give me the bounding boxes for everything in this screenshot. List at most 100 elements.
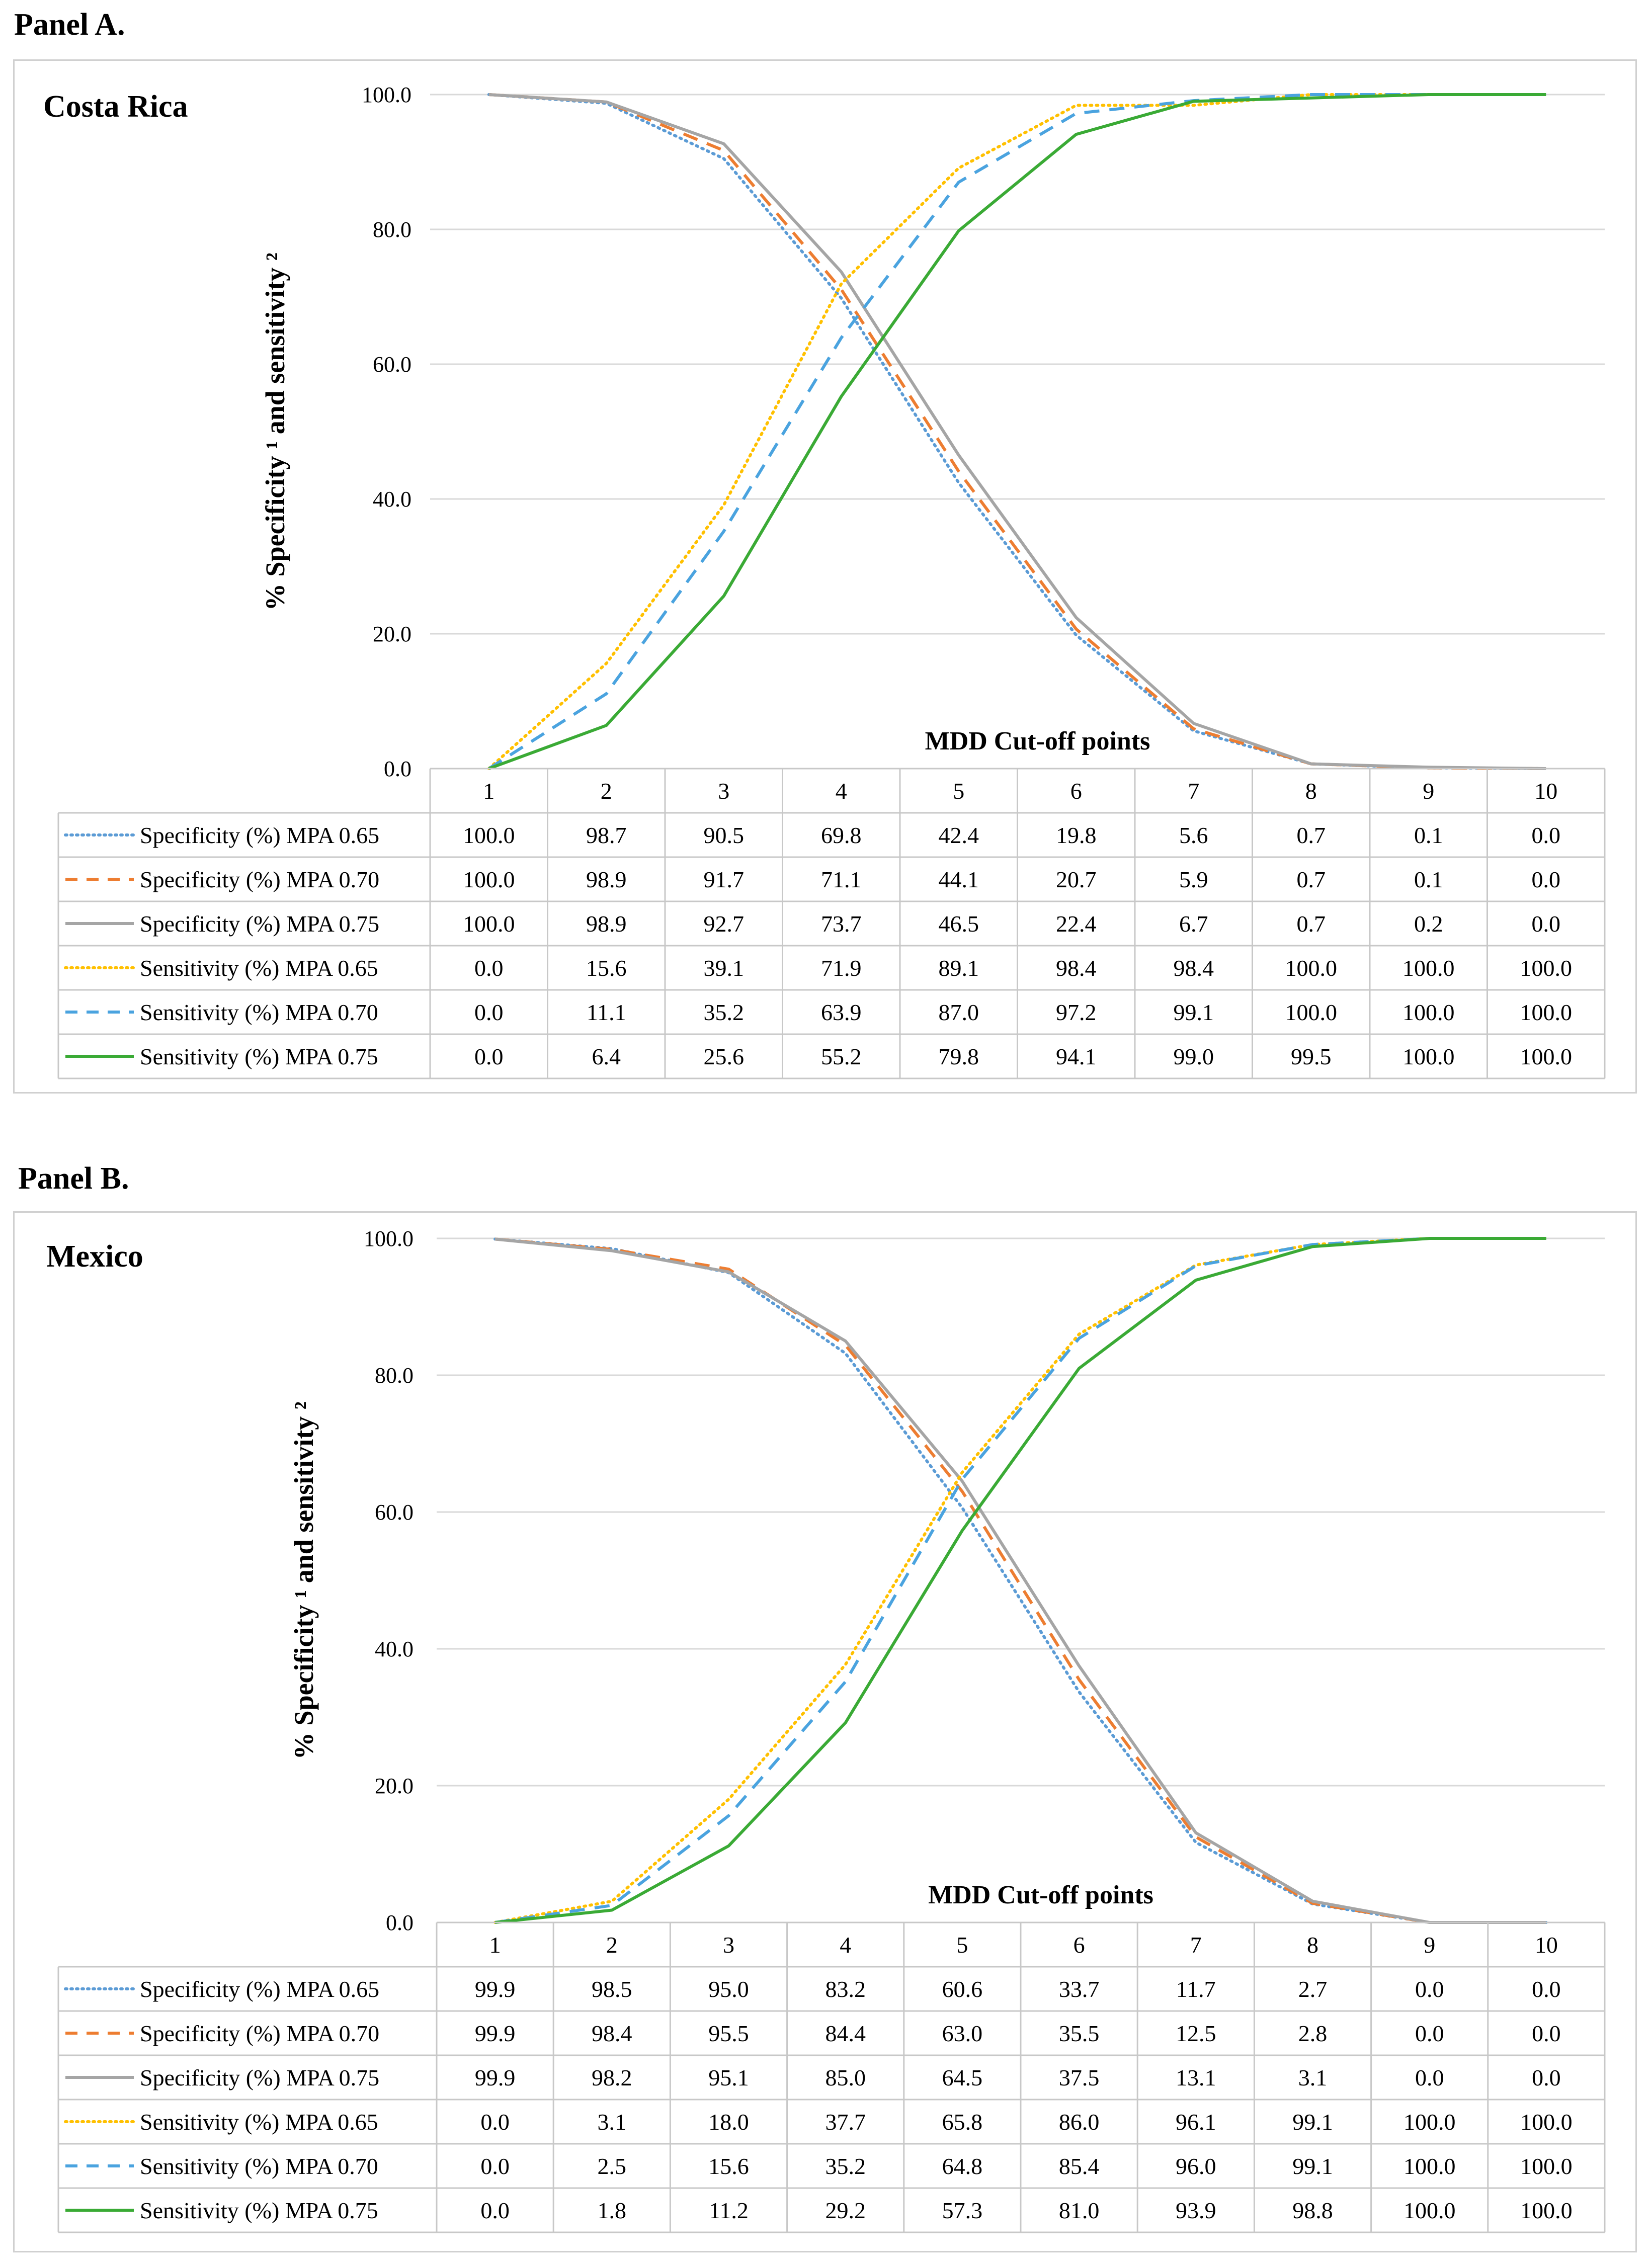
y-axis-title: % Specificity ¹ and sensitivity ²	[289, 1401, 319, 1760]
data-label: 12.5	[1176, 2021, 1216, 2046]
data-label: 98.2	[592, 2065, 632, 2090]
data-label: 20.7	[1056, 867, 1097, 892]
data-label: 85.0	[825, 2065, 866, 2090]
data-label: 19.8	[1056, 822, 1097, 848]
data-label: 98.5	[592, 1976, 632, 2002]
data-label: 5.6	[1179, 822, 1208, 848]
series-line-3	[494, 1237, 1546, 1924]
x-tick-label: 7	[1190, 1932, 1202, 1958]
x-tick-label: 8	[1307, 1932, 1318, 1958]
panel-a-frame	[13, 59, 1637, 1094]
data-label: 0.0	[1532, 2065, 1561, 2090]
data-label: 100.0	[463, 822, 515, 848]
data-label: 0.1	[1414, 822, 1443, 848]
data-label: 2.8	[1298, 2021, 1328, 2046]
data-label: 15.6	[586, 955, 627, 981]
data-label: 64.8	[942, 2153, 983, 2179]
data-label: 99.1	[1292, 2153, 1333, 2179]
data-label: 18.0	[708, 2109, 749, 2135]
data-label: 0.0	[474, 999, 504, 1025]
data-label: 100.0	[463, 911, 515, 937]
data-label: 83.2	[825, 1976, 866, 2002]
data-label: 0.0	[480, 2198, 510, 2223]
data-label: 100.0	[1520, 2198, 1573, 2223]
y-tick-label: 20.0	[373, 622, 411, 646]
y-tick-label: 100.0	[364, 1226, 414, 1251]
data-label: 0.0	[1415, 1976, 1444, 2002]
data-label: 95.1	[708, 2065, 749, 2090]
chart-title: Mexico	[46, 1239, 143, 1274]
legend-label: Specificity (%) MPA 0.65	[140, 822, 379, 848]
data-label: 6.4	[592, 1044, 621, 1069]
data-label: 0.0	[1532, 911, 1561, 937]
panel-b-label: Panel B.	[18, 1161, 129, 1196]
x-tick-label: 7	[1188, 778, 1199, 804]
legend-label: Specificity (%) MPA 0.75	[140, 2065, 379, 2090]
y-tick-label: 60.0	[373, 352, 411, 377]
data-label: 93.9	[1176, 2198, 1216, 2223]
y-tick-label: 100.0	[362, 82, 411, 107]
data-label: 6.7	[1179, 911, 1208, 937]
series-line-4	[493, 1237, 1548, 1924]
y-tick-label: 40.0	[375, 1637, 414, 1661]
data-label: 3.1	[1298, 2065, 1328, 2090]
x-tick-label: 2	[606, 1932, 618, 1958]
y-tick-label: 20.0	[375, 1774, 414, 1798]
legend-label: Sensitivity (%) MPA 0.70	[140, 999, 378, 1025]
legend-label: Specificity (%) MPA 0.70	[140, 2021, 379, 2046]
data-label: 100.0	[1403, 2153, 1456, 2179]
legend-label: Specificity (%) MPA 0.70	[140, 867, 379, 892]
chart-title: Costa Rica	[43, 90, 188, 124]
data-label: 0.0	[1532, 1976, 1561, 2002]
data-label: 11.2	[709, 2198, 749, 2223]
data-label: 13.1	[1176, 2065, 1216, 2090]
data-label: 71.9	[821, 955, 862, 981]
data-label: 0.0	[1532, 2021, 1561, 2046]
x-tick-label: 10	[1534, 778, 1557, 804]
data-label: 100.0	[1403, 2109, 1456, 2135]
y-tick-label: 0.0	[384, 757, 411, 781]
data-label: 3.1	[598, 2109, 627, 2135]
data-label: 100.0	[1403, 2198, 1456, 2223]
data-label: 0.0	[474, 1044, 504, 1069]
data-label: 35.5	[1059, 2021, 1100, 2046]
data-label: 73.7	[821, 911, 862, 937]
series-line-3	[488, 93, 1546, 770]
data-label: 100.0	[1402, 955, 1455, 981]
data-label: 0.2	[1414, 911, 1443, 937]
data-label: 22.4	[1056, 911, 1097, 937]
data-label: 98.9	[586, 911, 627, 937]
data-label: 87.0	[939, 999, 979, 1025]
data-label: 0.0	[474, 955, 504, 981]
data-label: 96.1	[1176, 2109, 1216, 2135]
x-tick-label: 1	[489, 1932, 501, 1958]
data-label: 0.0	[1415, 2065, 1444, 2090]
data-label: 81.0	[1059, 2198, 1100, 2223]
data-label: 0.0	[480, 2109, 510, 2135]
data-label: 98.4	[1056, 955, 1097, 981]
legend-label: Sensitivity (%) MPA 0.75	[140, 1044, 378, 1069]
data-label: 15.6	[708, 2153, 749, 2179]
x-tick-label: 9	[1423, 778, 1434, 804]
data-label: 63.0	[942, 2021, 983, 2046]
data-label: 0.7	[1297, 822, 1326, 848]
legend-label: Sensitivity (%) MPA 0.70	[140, 2153, 378, 2179]
x-tick-label: 5	[956, 1932, 968, 1958]
data-label: 37.5	[1059, 2065, 1100, 2090]
panel-a-label: Panel A.	[14, 8, 125, 42]
data-label: 98.8	[1292, 2198, 1333, 2223]
legend-label: Sensitivity (%) MPA 0.65	[140, 955, 378, 981]
data-label: 100.0	[1285, 999, 1338, 1025]
x-axis-title: MDD Cut-off points	[925, 727, 1150, 756]
data-label: 100.0	[1520, 2109, 1573, 2135]
x-tick-label: 1	[483, 778, 494, 804]
data-label: 99.1	[1174, 999, 1214, 1025]
x-tick-label: 6	[1073, 1932, 1085, 1958]
data-label: 71.1	[821, 867, 862, 892]
data-label: 86.0	[1059, 2109, 1100, 2135]
data-label: 95.5	[708, 2021, 749, 2046]
panel-b-frame	[13, 1211, 1637, 2252]
data-label: 89.1	[939, 955, 979, 981]
